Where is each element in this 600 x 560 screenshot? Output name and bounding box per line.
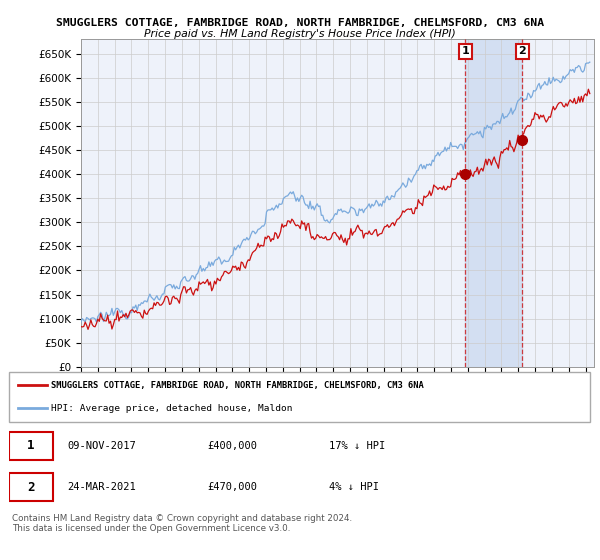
Text: 2: 2 (518, 46, 526, 57)
Text: Contains HM Land Registry data © Crown copyright and database right 2024.
This d: Contains HM Land Registry data © Crown c… (12, 514, 352, 534)
Text: 4% ↓ HPI: 4% ↓ HPI (329, 482, 379, 492)
Text: HPI: Average price, detached house, Maldon: HPI: Average price, detached house, Mald… (52, 404, 293, 413)
Text: 2: 2 (27, 480, 35, 494)
Text: 1: 1 (27, 439, 35, 452)
Text: 1: 1 (461, 46, 469, 57)
Text: £400,000: £400,000 (207, 441, 257, 451)
Text: 24-MAR-2021: 24-MAR-2021 (67, 482, 136, 492)
Text: SMUGGLERS COTTAGE, FAMBRIDGE ROAD, NORTH FAMBRIDGE, CHELMSFORD, CM3 6NA: SMUGGLERS COTTAGE, FAMBRIDGE ROAD, NORTH… (52, 381, 424, 390)
FancyBboxPatch shape (9, 432, 53, 460)
Text: 09-NOV-2017: 09-NOV-2017 (67, 441, 136, 451)
FancyBboxPatch shape (9, 372, 590, 422)
Text: £470,000: £470,000 (207, 482, 257, 492)
Text: 17% ↓ HPI: 17% ↓ HPI (329, 441, 385, 451)
Text: Price paid vs. HM Land Registry's House Price Index (HPI): Price paid vs. HM Land Registry's House … (144, 29, 456, 39)
Bar (466, 39, 522, 367)
Text: SMUGGLERS COTTAGE, FAMBRIDGE ROAD, NORTH FAMBRIDGE, CHELMSFORD, CM3 6NA: SMUGGLERS COTTAGE, FAMBRIDGE ROAD, NORTH… (56, 18, 544, 28)
FancyBboxPatch shape (9, 473, 53, 501)
